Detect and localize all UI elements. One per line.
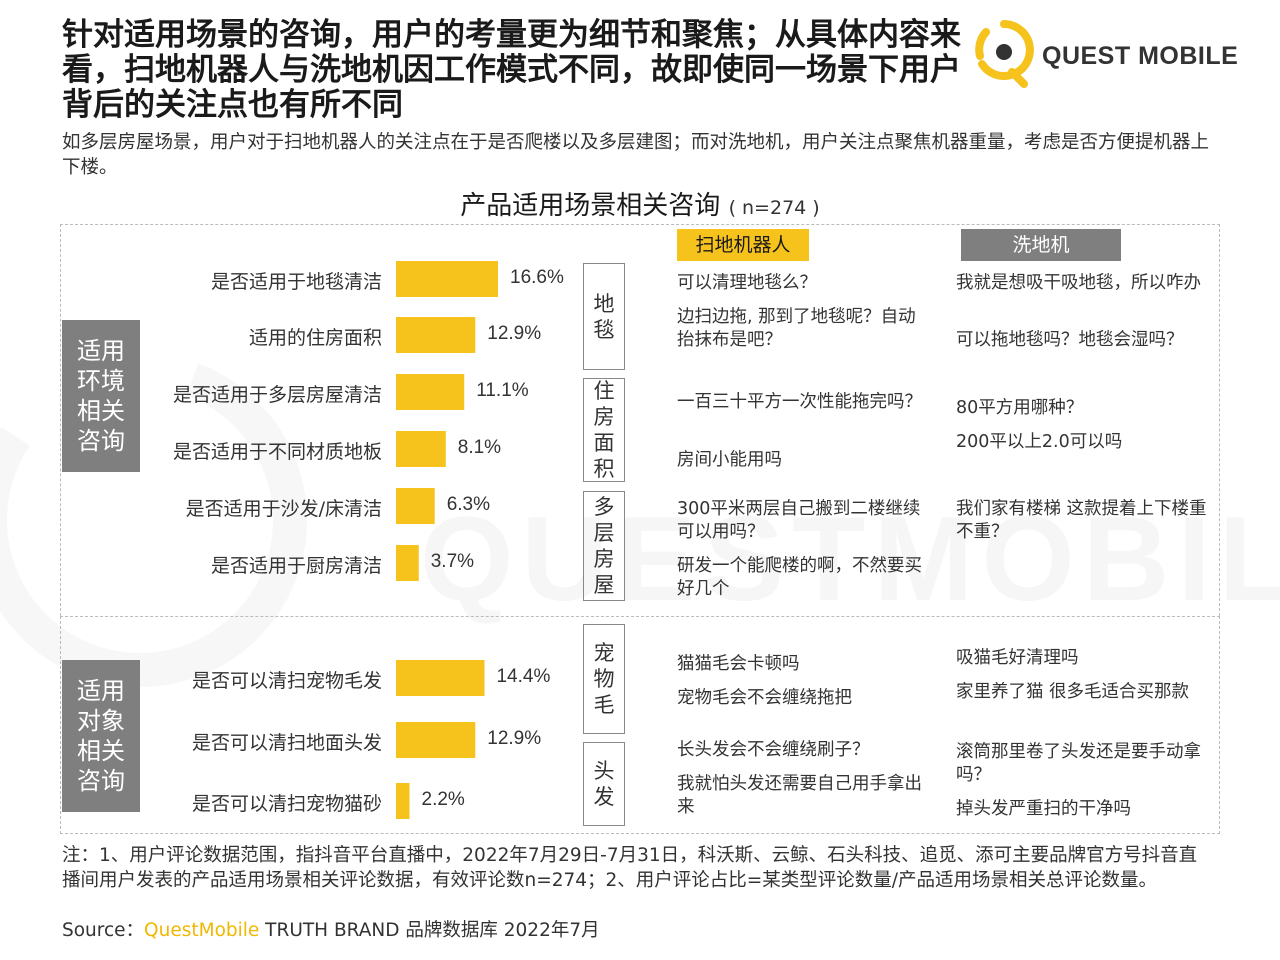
page-title: 针对适用场景的咨询，用户的考量更为细节和聚焦；从具体内容来看，扫地机器人与洗地机… [62,17,961,123]
robot-comment: 长头发会不会缠绕刷子？ [677,740,870,760]
robot-comment: 300平米两层自己搬到二楼继续可以用吗？ [677,499,921,542]
panel-object [60,616,1220,834]
bar-value-label: 12.9% [487,323,542,344]
chart-title-main: 产品适用场景相关咨询 [460,191,721,221]
bar-category-label: 是否适用于沙发/床清洁 [185,498,382,520]
robot-comment: 房间小能用吗 [677,450,782,470]
robot-comment: 可以清理地毯么？ [677,273,817,293]
bar-value-label: 16.6% [510,267,564,288]
topic-area: 住房面积 [583,378,625,482]
source-suffix: TRUTH BRAND 品牌数据库 2022年7月 [259,920,600,941]
bar-value-label: 2.2% [421,789,465,810]
bar-value-label: 11.1% [476,380,529,401]
topic-multilevel: 多层房屋 [583,491,625,601]
source-line: Source：QuestMobile TRUTH BRAND 品牌数据库 202… [62,916,600,942]
bar-category-label: 是否适用于地毯清洁 [210,271,382,293]
washer-comment: 吸猫毛好清理吗 [956,648,1079,668]
robot-comment: 我就怕头发还需要自己用手拿出来 [677,774,922,817]
robot-comment: 一百三十平方一次性能拖完吗？ [677,392,922,412]
logo-icon [975,20,1034,88]
bar-value-label: 8.1% [457,437,502,458]
bar-value-label: 12.9% [487,728,542,749]
topic-carpet: 地毯 [583,263,625,370]
chart-title: 产品适用场景相关咨询 ( n=274 ) [0,185,1280,222]
bar-category-label: 是否可以清扫地面头发 [191,732,382,754]
bar-value-label: 6.3% [446,494,491,515]
column-header-washer: 洗地机 [961,229,1121,261]
topic-hair: 头发 [583,742,625,826]
washer-comment: 200平以上2.0可以吗 [956,432,1123,452]
bar-value-label: 3.7% [430,551,475,572]
bar-category-label: 是否可以清扫宠物猫砂 [191,793,382,815]
washer-comment: 我就是想吸干吸地毯，所以咋办 [956,273,1201,293]
group-label-object: 适用对象相关咨询 [62,660,140,812]
bar-category-label: 是否可以清扫宠物毛发 [191,670,382,692]
washer-comment: 80平方用哪种？ [956,398,1084,418]
robot-comment: 宠物毛会不会缠绕拖把 [677,688,852,708]
logo-text: QUEST MOBILE [1042,42,1239,70]
robot-comment: 研发一个能爬楼的啊，不然要买好几个 [677,556,922,599]
washer-comment: 我们家有楼梯 这款提着上下楼重不重？ [956,499,1207,542]
bar-category-label: 是否适用于不同材质地板 [172,441,382,463]
chart-sample-size: ( n=274 ) [728,197,820,219]
bar-category-label: 适用的住房面积 [248,327,382,349]
quest-mobile-logo: QUEST MOBILE [972,16,1238,96]
source-prefix: Source： [62,920,145,941]
washer-comment: 家里养了猫 很多毛适合买那款 [956,682,1190,702]
robot-comment: 边扫边拖, 那到了地毯呢？自动抬抹布是吧？ [677,307,916,350]
bar-value-label: 14.4% [496,666,551,687]
washer-comment: 滚筒那里卷了头发还是要手动拿吗？ [956,742,1201,785]
robot-comment: 猫猫毛会卡顿吗 [677,654,800,674]
subtitle: 如多层房屋场景，用户对于扫地机器人的关注点在于是否爬楼以及多层建图；而对洗地机，… [62,132,1210,178]
panel-environment [60,224,1220,616]
source-brand: QuestMobile [144,920,260,941]
washer-comment: 可以拖地毯吗？地毯会湿吗？ [956,330,1184,350]
topic-pet-hair: 宠物毛 [583,624,625,734]
bar-category-label: 是否适用于多层房屋清洁 [172,384,382,406]
group-label-environment: 适用环境相关咨询 [62,320,140,472]
column-header-robot: 扫地机器人 [677,229,809,261]
footnote: 注：1、用户评论数据范围，指抖音平台直播中，2022年7月29日-7月31日，科… [62,845,1198,891]
bar-category-label: 是否适用于厨房清洁 [210,555,382,577]
washer-comment: 掉头发严重扫的干净吗 [956,799,1131,819]
